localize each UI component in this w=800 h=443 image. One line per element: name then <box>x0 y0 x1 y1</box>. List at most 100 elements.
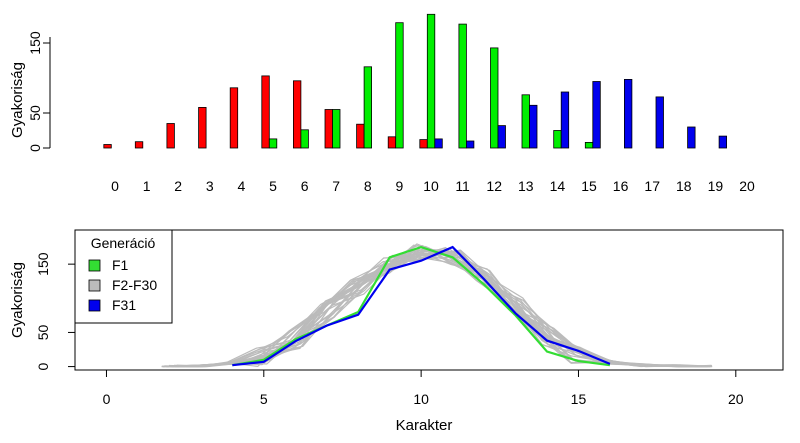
y-tick-label: 50 <box>35 324 51 340</box>
f2-f30-line <box>176 248 712 368</box>
bar <box>624 79 633 149</box>
f2-f30-line <box>165 243 701 368</box>
bar <box>261 75 270 149</box>
f2-f30-line <box>161 250 697 368</box>
x-tick-label: 5 <box>269 178 277 194</box>
legend-label: F1 <box>112 257 129 273</box>
line-x-ticks: 0 5 10 15 20 <box>103 370 744 407</box>
y-tick-label: 50 <box>27 105 43 121</box>
bar <box>497 125 506 149</box>
x-tick-label: 17 <box>644 178 660 194</box>
bar <box>166 123 175 149</box>
y-tick-label: 0 <box>35 362 51 370</box>
f2-f30-line <box>162 252 698 368</box>
x-tick-label: 11 <box>455 178 470 194</box>
f2-f30-line <box>161 248 697 367</box>
bar-y-axis-title: Gyakoriság <box>9 62 26 138</box>
f2-f30-line <box>170 244 706 368</box>
line-x-axis-title: Karakter <box>396 417 453 434</box>
f2-f30-line <box>161 244 697 368</box>
f2-f30-line <box>166 244 701 368</box>
bar <box>324 109 333 149</box>
f2-f30-line <box>163 255 699 368</box>
x-tick-label: 3 <box>206 178 214 194</box>
bar <box>292 80 302 149</box>
bar <box>134 141 144 149</box>
bar <box>434 138 443 149</box>
f2-f30-line <box>166 248 702 368</box>
x-tick-label: 0 <box>111 178 119 194</box>
f2-f30-line <box>176 251 712 368</box>
x-tick-label: 6 <box>301 178 309 194</box>
f2-f30-line <box>169 246 705 368</box>
legend-label: F31 <box>112 297 136 313</box>
bar-x-ticks: 0 1 2 3 4 5 6 7 8 9 10 11 12 13 14 15 16 17 18 19 20 <box>111 178 755 194</box>
f2-f30-line <box>168 245 704 368</box>
bar <box>592 81 601 149</box>
series-line-f1 <box>232 245 611 367</box>
legend-swatch <box>88 259 101 272</box>
bar <box>268 138 278 149</box>
bar-y-ticks: 0 50 150 <box>27 31 50 152</box>
bar <box>560 91 570 149</box>
x-tick-label: 20 <box>728 391 744 407</box>
legend-swatch <box>88 279 101 292</box>
x-tick-label: 2 <box>174 178 182 194</box>
bar <box>332 109 341 149</box>
x-tick-label: 19 <box>708 178 724 194</box>
series-lines <box>232 245 611 367</box>
f2-f30-line <box>167 256 703 368</box>
bar <box>521 94 530 149</box>
bar <box>419 139 428 149</box>
x-tick-label: 20 <box>739 178 755 194</box>
x-tick-label: 15 <box>571 391 587 407</box>
x-tick-label: 10 <box>423 178 439 194</box>
f2-f30-line <box>177 249 713 368</box>
bar <box>387 136 397 149</box>
line-chart: 0 50 150 0 5 10 15 20 Gyakoriság Karakter Gene… <box>9 229 784 434</box>
bar <box>687 126 696 149</box>
line-y-ticks: 0 50 150 <box>35 252 75 370</box>
x-tick-label: 7 <box>332 178 340 194</box>
bar <box>300 129 309 149</box>
x-tick-label: 9 <box>396 178 404 194</box>
legend-swatch <box>88 299 101 312</box>
bar <box>395 22 404 149</box>
f2-f30-line <box>167 251 704 368</box>
bar <box>363 66 373 149</box>
f2-f30-lines <box>161 243 713 368</box>
bars <box>103 13 727 149</box>
legend-entries: F1 F2-F30 F31 <box>88 257 157 313</box>
x-tick-label: 15 <box>581 178 597 194</box>
bar <box>198 107 207 149</box>
y-tick-label: 150 <box>27 31 43 55</box>
legend-title: Generáció <box>91 235 156 251</box>
bar <box>465 140 475 149</box>
x-tick-label: 4 <box>238 178 246 194</box>
x-tick-label: 16 <box>613 178 629 194</box>
bar <box>229 87 239 149</box>
f2-f30-line <box>171 248 707 368</box>
bar <box>458 23 467 149</box>
f2-f30-line <box>162 246 698 368</box>
x-tick-label: 10 <box>413 391 429 407</box>
bar <box>490 47 499 149</box>
x-tick-label: 1 <box>143 178 151 194</box>
y-tick-label: 150 <box>35 252 51 276</box>
f2-f30-line <box>172 254 708 368</box>
f2-f30-line <box>176 247 712 368</box>
f2-f30-line <box>175 252 711 368</box>
bar <box>103 144 112 149</box>
x-tick-label: 14 <box>550 178 566 194</box>
bar <box>529 104 538 149</box>
series-line-f31 <box>232 245 611 367</box>
bar <box>356 123 365 149</box>
f2-f30-line <box>164 249 700 368</box>
legend: Generáció F1 F2-F30 F31 <box>74 229 173 324</box>
f2-f30-line <box>177 250 713 368</box>
bar <box>426 13 436 149</box>
bar <box>655 96 664 149</box>
y-tick-label: 0 <box>27 144 43 152</box>
